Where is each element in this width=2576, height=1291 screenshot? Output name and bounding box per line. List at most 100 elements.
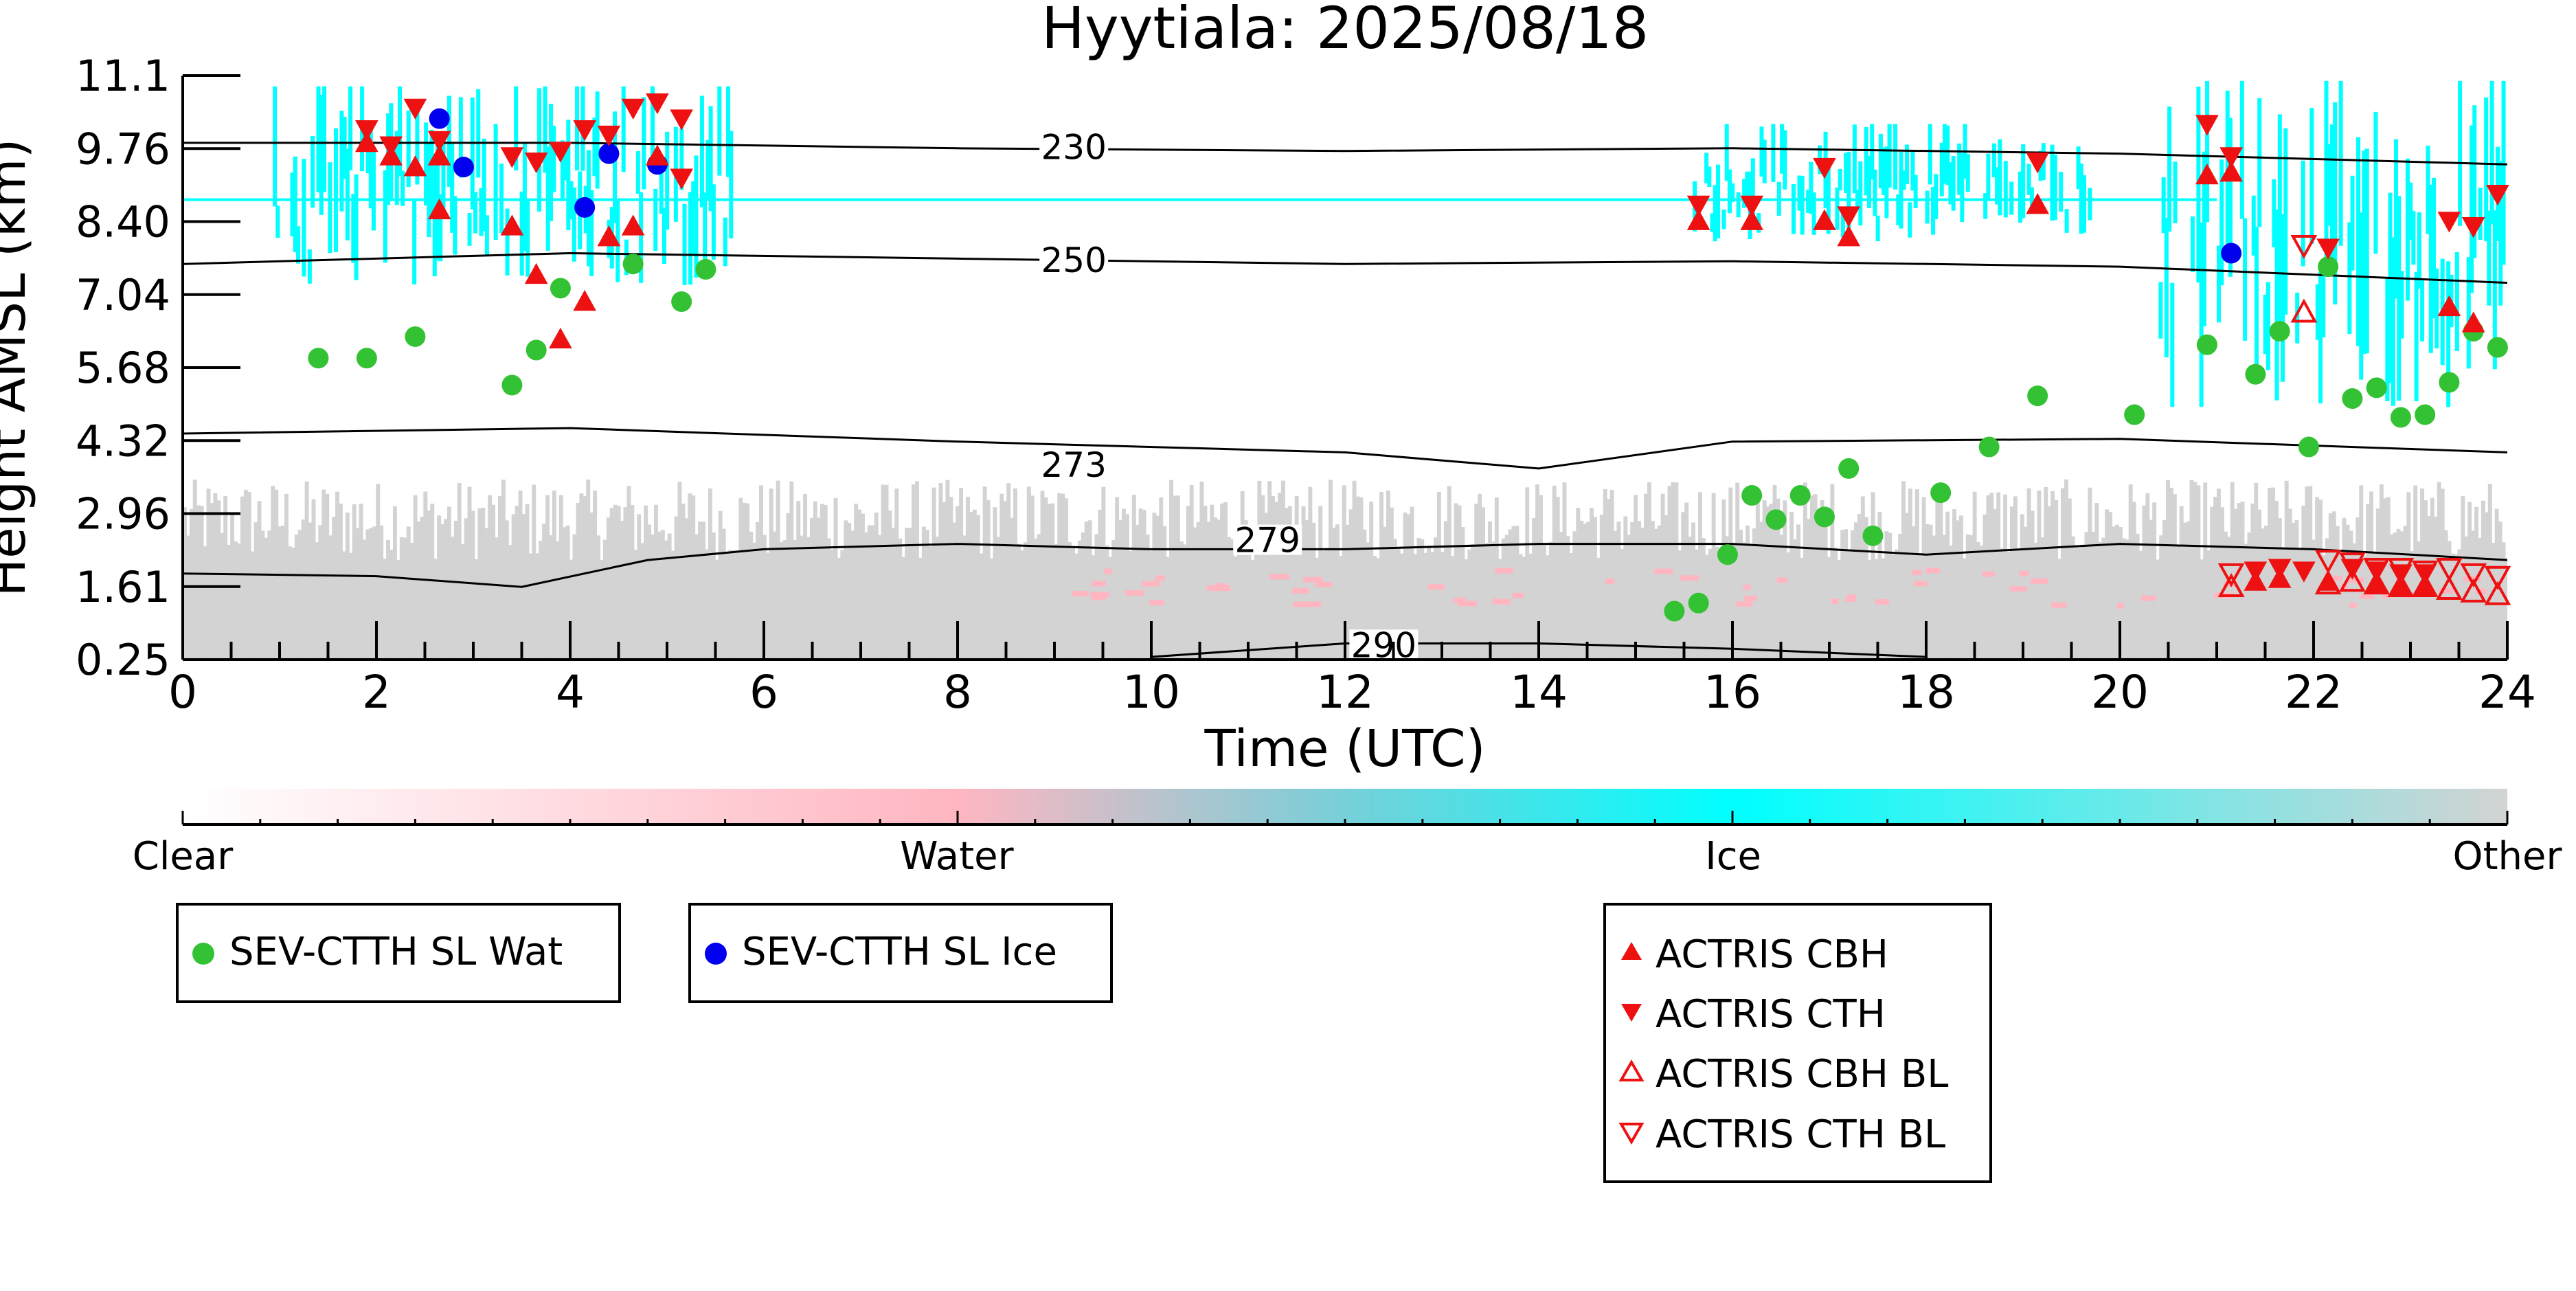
other-class-column — [677, 482, 682, 660]
other-class-column — [1813, 494, 1818, 660]
ice-class-column — [1811, 192, 1816, 235]
ice-class-column — [354, 174, 359, 280]
ice-class-column — [429, 129, 434, 215]
other-class-column — [1057, 493, 1062, 660]
legend-marker-cth — [1621, 1004, 1642, 1022]
ice-class-column — [1707, 166, 1712, 188]
other-class-column — [1006, 483, 1011, 660]
temperature-contours: 230 250 273 279 290 — [183, 128, 2507, 660]
y-tick-label: 11.1 — [76, 51, 170, 101]
marker-actris-cbh-bl — [2290, 298, 2318, 323]
other-class-column — [762, 535, 767, 660]
ice-class-column — [1901, 170, 1906, 190]
legend-marker-cbh-bl — [1618, 1059, 1645, 1081]
ice-class-column — [453, 196, 457, 255]
marker-actris-cth — [2461, 217, 2485, 238]
marker-actris-cth — [2026, 153, 2049, 174]
other-class-column — [2294, 520, 2299, 660]
other-class-column — [1928, 524, 1933, 660]
other-class-column — [826, 538, 831, 660]
water-class-speck — [1654, 568, 1673, 574]
other-class-column — [674, 516, 679, 660]
other-class-column — [1952, 509, 1957, 660]
marker-actris-cth-bl — [2411, 560, 2439, 585]
other-class-column — [2030, 510, 2035, 660]
other-class-column — [1474, 504, 1479, 660]
ice-class-column — [2501, 80, 2506, 265]
other-class-column — [2230, 482, 2235, 660]
other-class-column — [918, 557, 923, 660]
water-class-speck — [1206, 585, 1217, 591]
other-class-column — [1101, 486, 1106, 660]
ice-class-column — [273, 86, 278, 207]
other-class-column — [1653, 528, 1658, 660]
marker-sev-ctth-sl-wat — [550, 278, 571, 299]
other-class-column — [1189, 484, 1194, 660]
ice-class-column — [1792, 183, 1796, 234]
other-class-column — [1410, 506, 1414, 660]
ice-class-column — [2196, 87, 2201, 283]
other-class-column — [1708, 548, 1713, 660]
water-class-speck — [1155, 575, 1165, 581]
other-class-column — [1793, 539, 1798, 660]
ice-class-column — [1835, 188, 1840, 230]
other-class-column — [1691, 522, 1696, 660]
other-class-column — [2108, 512, 2113, 660]
other-class-column — [1301, 506, 1306, 660]
other-class-column — [558, 495, 563, 660]
other-class-column — [1779, 535, 1784, 660]
ice-class-column — [1783, 130, 1787, 190]
other-class-column — [1637, 521, 1642, 660]
marker-actris-cth-bl — [2290, 234, 2318, 259]
marker-sev-ctth-sl-wat — [2269, 321, 2290, 342]
other-class-column — [840, 550, 845, 660]
x-tick-label: 8 — [943, 666, 972, 719]
other-class-column — [1643, 493, 1648, 660]
other-class-column — [284, 493, 289, 660]
ice-class-column — [572, 187, 576, 262]
other-class-column — [1681, 512, 1686, 660]
contour-label-273: 273 — [1041, 445, 1106, 485]
other-class-column — [732, 550, 736, 660]
other-class-column — [1586, 521, 1591, 660]
other-class-column — [1857, 514, 1862, 660]
other-class-column — [1322, 550, 1326, 660]
other-class-column — [1762, 500, 1767, 660]
ice-class-column — [2026, 164, 2031, 195]
other-class-column — [2484, 512, 2489, 660]
marker-sev-ctth-sl-wat — [1741, 485, 1763, 506]
other-class-column — [1806, 519, 1811, 660]
ice-class-column — [2167, 106, 2172, 232]
ice-class-column — [2239, 80, 2244, 219]
ice-class-column — [1713, 185, 1717, 242]
ice-class-column — [2478, 188, 2483, 240]
other-class-column — [515, 506, 519, 660]
other-class-column — [796, 501, 801, 660]
other-class-column — [579, 493, 584, 660]
other-class-column — [1901, 481, 1906, 660]
other-class-column — [183, 507, 187, 660]
other-class-column — [1908, 489, 1912, 660]
other-class-column — [1019, 550, 1024, 660]
other-class-column — [2413, 485, 2418, 660]
other-class-column — [793, 539, 798, 660]
other-class-column — [1315, 557, 1320, 660]
contour-label-bg — [1349, 629, 1419, 660]
other-class-column — [2382, 498, 2387, 660]
ice-class-column — [1995, 167, 2000, 205]
marker-sev-ctth-sl-wat — [2439, 372, 2460, 393]
marker-sev-ctth-sl-wat — [695, 259, 716, 280]
other-class-column — [1436, 491, 1441, 660]
marker-sev-ctth-sl-wat — [622, 254, 644, 275]
other-class-column — [1721, 499, 1726, 660]
marker-sev-ctth-sl-wat — [1664, 600, 1685, 622]
other-class-column — [457, 482, 462, 660]
marker-actris-cbh-bl — [2460, 578, 2487, 603]
water-class-speck — [1215, 585, 1231, 592]
ice-class-column — [2158, 282, 2163, 339]
water-class-speck — [1293, 601, 1311, 607]
water-class-speck — [1605, 578, 1615, 584]
ice-class-column — [595, 91, 600, 189]
ice-class-column — [2434, 268, 2439, 349]
